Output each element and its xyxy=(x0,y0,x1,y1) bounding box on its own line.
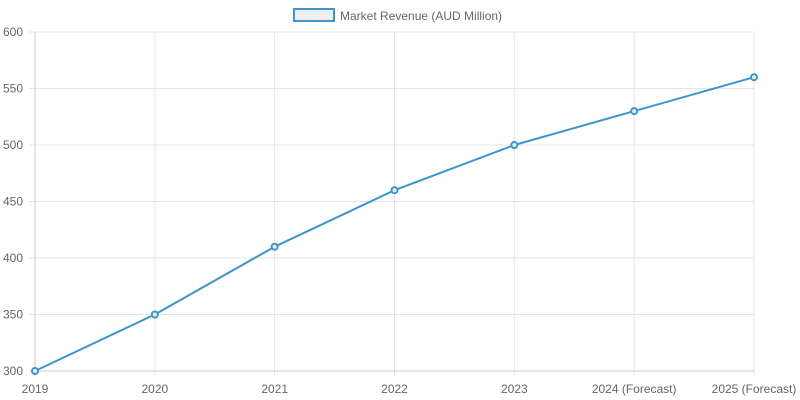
axes xyxy=(34,32,754,372)
x-tick-label: 2019 xyxy=(22,382,49,396)
x-tick-label: 2022 xyxy=(381,382,408,396)
series-group xyxy=(31,73,758,375)
x-tick-label: 2025 (Forecast) xyxy=(712,382,797,396)
y-tick-labels: 300 350 400 450 500 550 600 xyxy=(3,25,23,378)
y-tick-label: 550 xyxy=(3,82,23,96)
x-tick-label: 2023 xyxy=(501,382,528,396)
y-tick-label: 450 xyxy=(3,195,23,209)
data-point[interactable] xyxy=(150,310,159,319)
y-tick-label: 300 xyxy=(3,364,23,378)
grid xyxy=(29,31,755,377)
data-point[interactable] xyxy=(390,186,399,195)
x-tick-label: 2024 (Forecast) xyxy=(592,382,677,396)
data-point[interactable] xyxy=(510,141,519,149)
data-point[interactable] xyxy=(630,107,639,116)
y-tick-label: 600 xyxy=(3,25,23,39)
x-tick-label: 2020 xyxy=(141,382,168,396)
y-tick-label: 400 xyxy=(3,251,23,265)
legend-label: Market Revenue (AUD Million) xyxy=(340,9,502,23)
legend-swatch xyxy=(293,8,335,22)
data-point[interactable] xyxy=(31,367,39,375)
data-point[interactable] xyxy=(270,242,279,251)
y-tick-label: 500 xyxy=(3,138,23,152)
data-point[interactable] xyxy=(750,73,758,82)
x-tick-label: 2021 xyxy=(261,382,288,396)
y-tick-label: 350 xyxy=(3,308,23,322)
legend[interactable]: Market Revenue (AUD Million) xyxy=(293,8,502,23)
x-tick-labels: 2019 2020 2021 2022 2023 2024 (Forecast) 2025 … xyxy=(22,382,797,396)
